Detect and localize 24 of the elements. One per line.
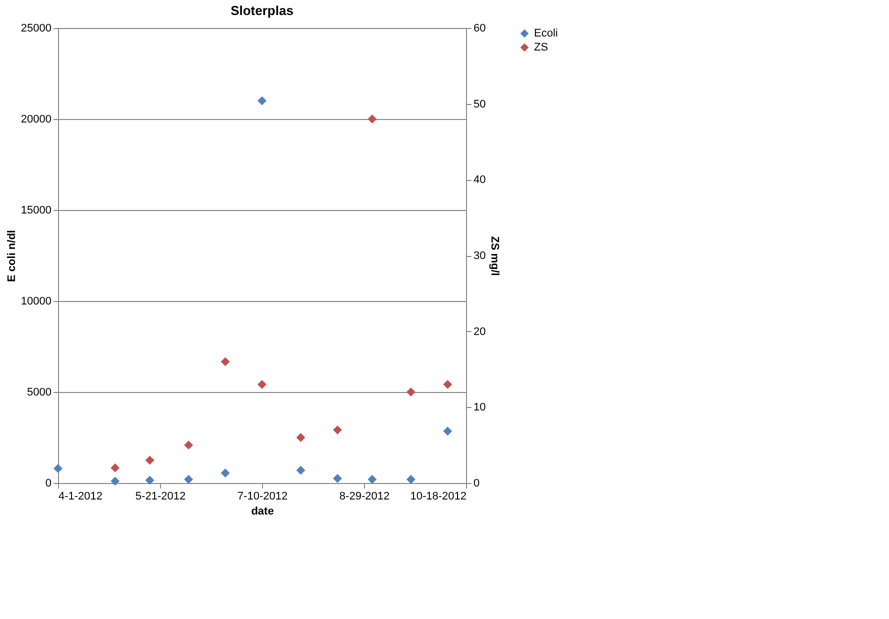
y-tick-label: 20000 [20, 114, 52, 126]
y-tick-label: 25000 [20, 22, 52, 34]
y-tick-label: 15000 [20, 204, 52, 216]
x-tick-label: 7-10-2012 [237, 490, 288, 502]
x-tick-label: 10-18-2012 [410, 490, 466, 502]
y-tick-label: 10000 [20, 296, 52, 308]
y-tick-label: 5000 [27, 386, 52, 398]
y-axis-title: E coli n/dl [6, 230, 18, 282]
legend-label: ZS [534, 42, 548, 54]
y-tick-label: 0 [45, 478, 52, 490]
chart-title: Sloterplas [230, 3, 294, 18]
y2-tick-label: 20 [474, 326, 486, 338]
x-tick-label: 5-21-2012 [135, 490, 186, 502]
x-tick-label: 4-1-2012 [58, 490, 103, 502]
y2-tick-label: 0 [474, 478, 480, 490]
legend-label: Ecoli [534, 28, 558, 40]
y2-axis-title: ZS mg/l [488, 236, 501, 276]
y2-tick-label: 10 [474, 402, 486, 414]
y2-tick-label: 60 [474, 22, 486, 34]
x-tick-label: 8-29-2012 [339, 490, 390, 502]
y2-tick-label: 40 [474, 174, 486, 186]
y2-tick-label: 30 [474, 250, 486, 262]
x-axis-title: date [251, 506, 274, 518]
y2-tick-label: 50 [474, 98, 486, 110]
